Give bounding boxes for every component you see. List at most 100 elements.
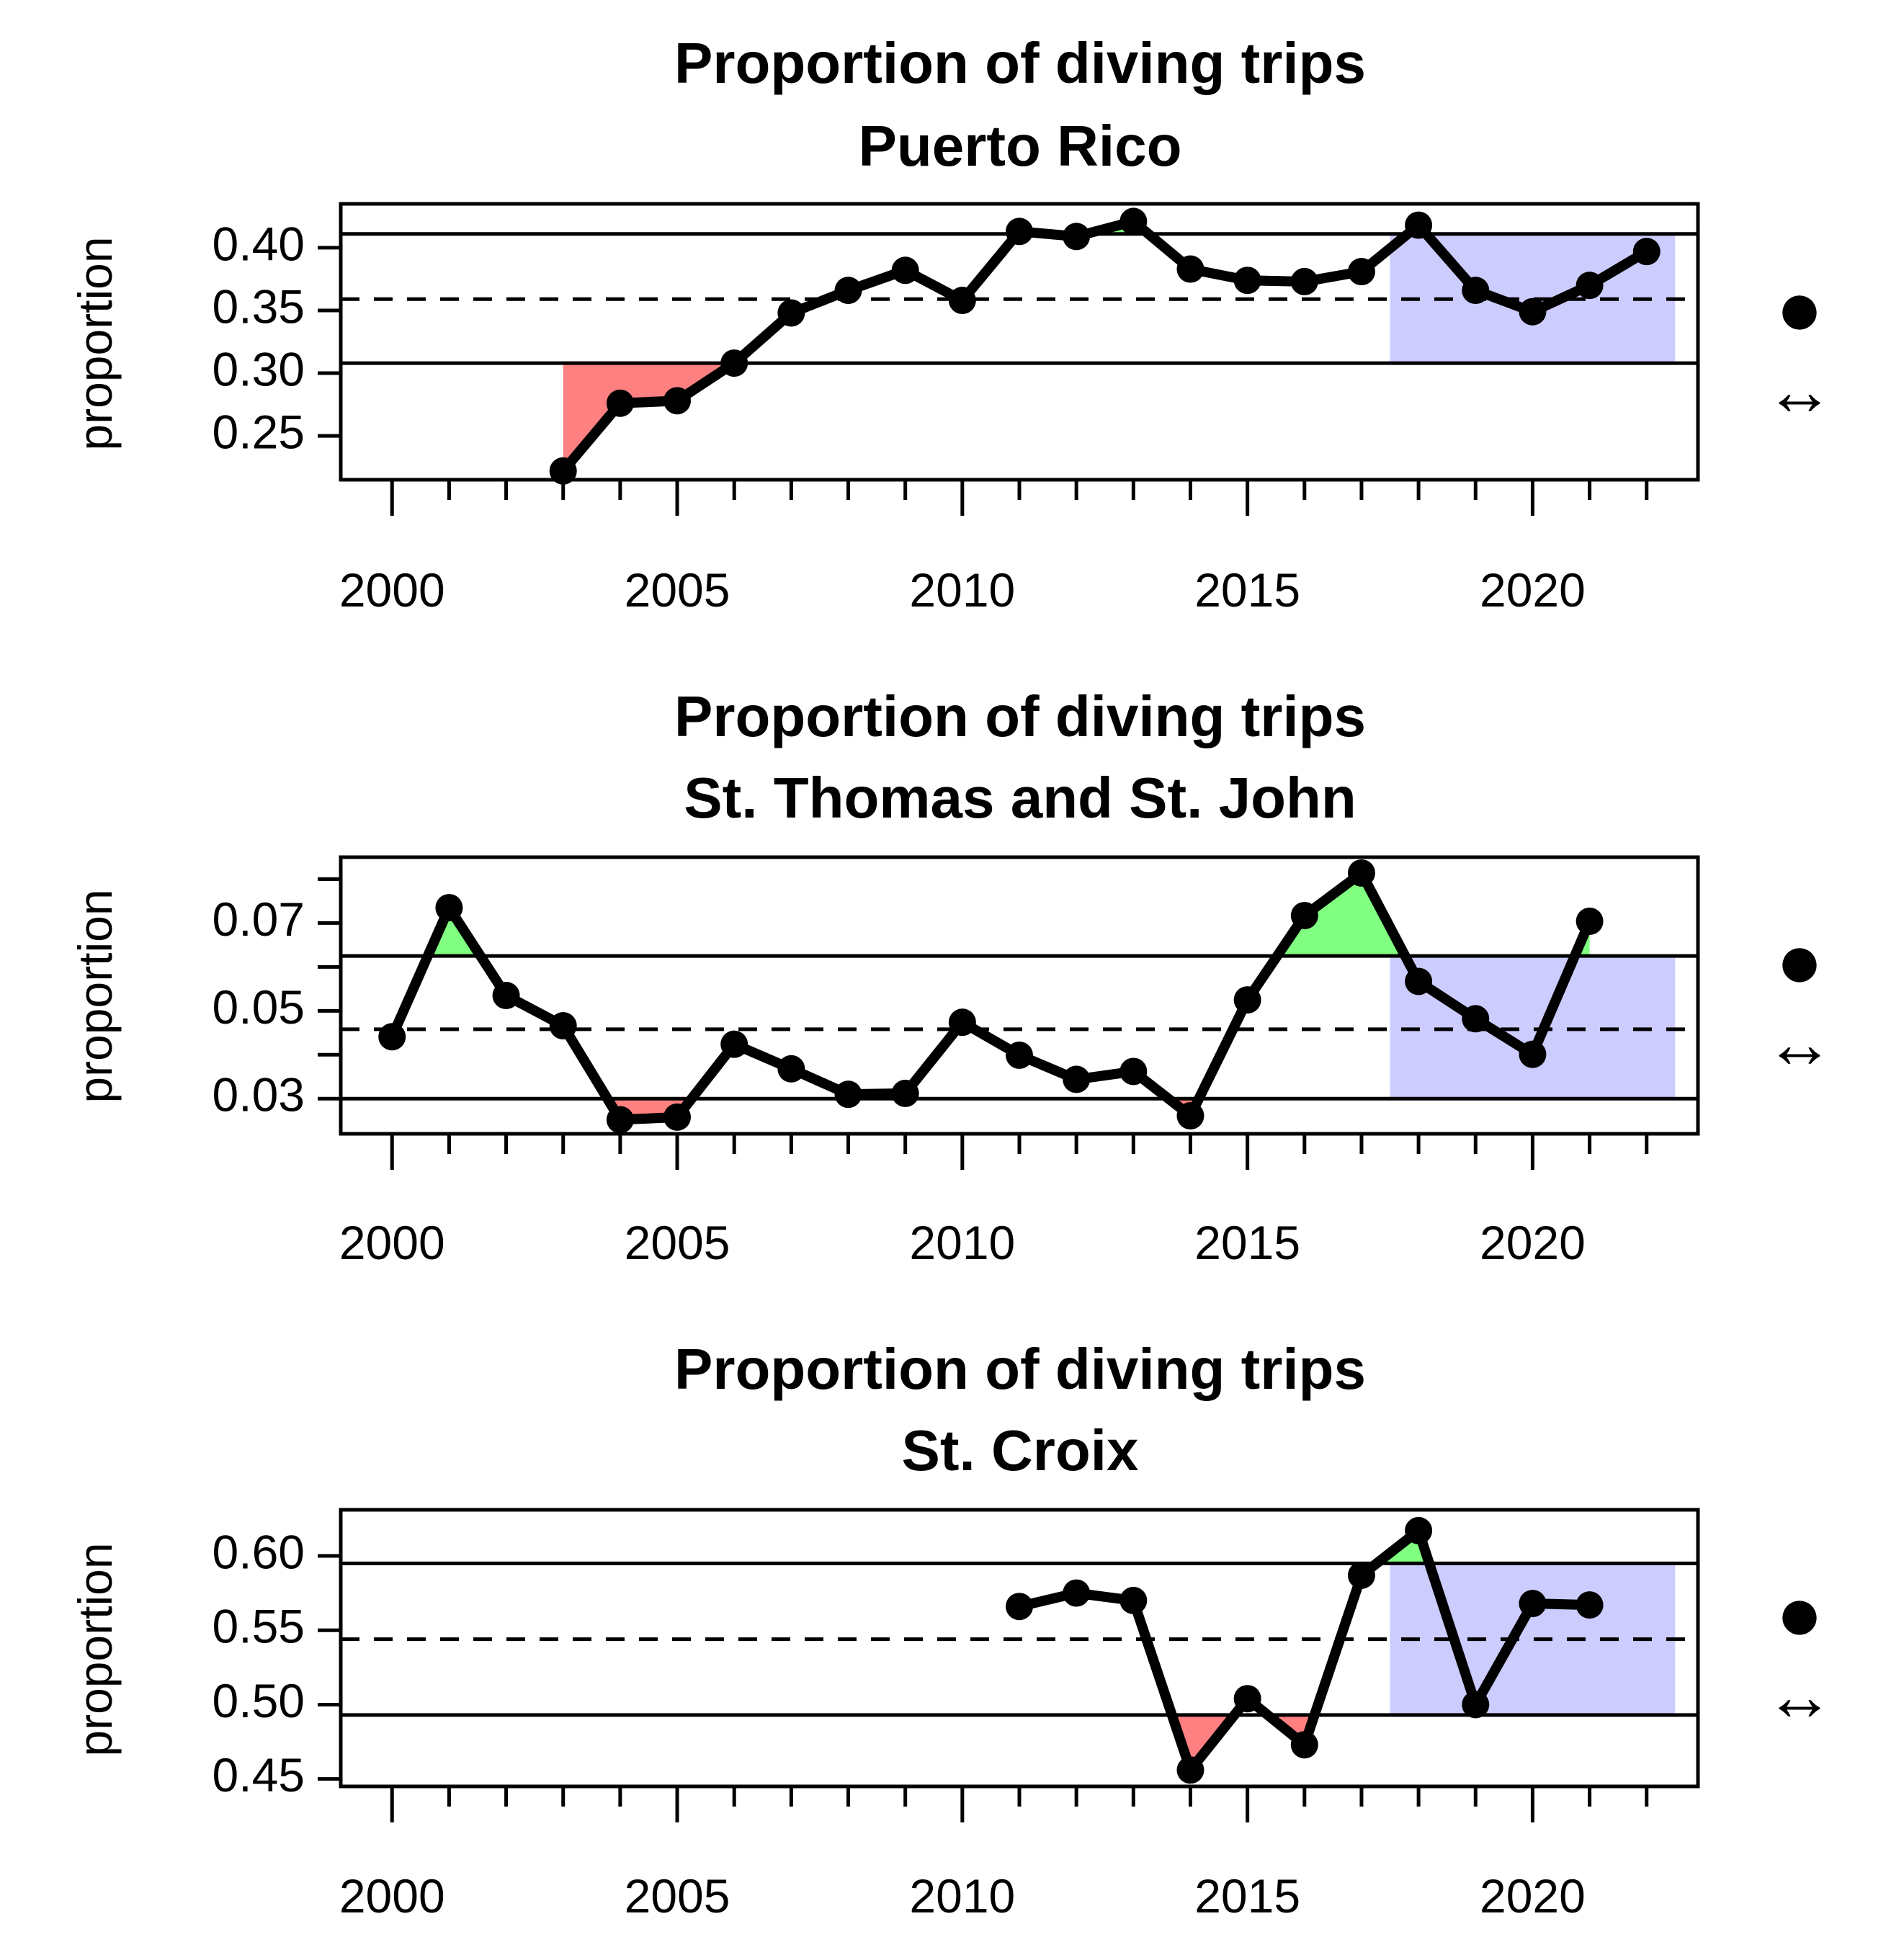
data-point xyxy=(1290,267,1318,295)
chart-title: Proportion of diving trips xyxy=(674,31,1366,95)
data-point xyxy=(891,1079,919,1107)
x-tick-label: 2000 xyxy=(339,563,445,617)
data-point xyxy=(1405,967,1433,995)
x-tick-label: 2005 xyxy=(625,1869,730,1923)
slope-trend-symbol: ↔ xyxy=(1765,1005,1834,1082)
chart-subtitle: St. Croix xyxy=(902,1418,1139,1482)
data-point xyxy=(777,1055,805,1083)
data-point xyxy=(1290,902,1318,930)
data-point xyxy=(834,1080,862,1109)
y-tick-label: 0.40 xyxy=(213,217,305,270)
data-point xyxy=(1119,1057,1148,1086)
x-tick-label: 2010 xyxy=(909,1869,1015,1923)
x-tick-label: 2020 xyxy=(1480,1216,1586,1269)
x-tick-label: 2010 xyxy=(909,563,1015,617)
data-point xyxy=(1119,1586,1148,1614)
y-axis-label: proportion xyxy=(68,889,122,1103)
x-tick-label: 2005 xyxy=(625,563,730,617)
mean-trend-symbol: ● xyxy=(1776,1569,1823,1657)
panel-st-croix: Proportion of diving trips St. Croix 0.4… xyxy=(68,1337,1834,1923)
y-tick-label: 0.30 xyxy=(213,342,305,395)
plot-area: 0.25 0.30 0.35 0.40 2000 2005 2010 2015 2020 xyxy=(213,202,1700,617)
data-point xyxy=(1462,1691,1490,1719)
data-point xyxy=(1063,1579,1091,1607)
data-point xyxy=(1519,1040,1547,1068)
data-point xyxy=(663,1103,692,1131)
data-point xyxy=(1576,272,1604,300)
data-point xyxy=(720,1030,748,1058)
slope-trend-symbol: ↔ xyxy=(1765,352,1834,429)
y-tick-label: 0.50 xyxy=(213,1674,305,1727)
data-point xyxy=(1462,277,1490,305)
x-tick-label: 2015 xyxy=(1194,563,1300,617)
chart-subtitle: St. Thomas and St. John xyxy=(684,766,1356,830)
data-point xyxy=(1063,223,1091,251)
data-point xyxy=(1519,297,1547,326)
data-point xyxy=(1006,1041,1033,1069)
y-tick-label: 0.60 xyxy=(213,1525,305,1578)
data-point xyxy=(606,1106,634,1134)
data-point xyxy=(1576,1591,1604,1619)
y-tick-label: 0.35 xyxy=(213,279,305,333)
y-tick-label: 0.03 xyxy=(213,1068,305,1122)
x-tick-label: 2015 xyxy=(1194,1216,1300,1269)
data-point xyxy=(492,982,520,1009)
y-tick-label: 0.55 xyxy=(213,1600,305,1653)
panel-st-thomas-st-john: Proportion of diving trips St. Thomas an… xyxy=(68,684,1834,1269)
mean-trend-symbol: ● xyxy=(1776,264,1823,352)
data-point xyxy=(549,1012,577,1040)
data-point xyxy=(606,389,634,417)
data-point xyxy=(1233,1685,1261,1713)
plot-area: 0.03 0.05 0.07 2000 2005 2010 2015 2020 xyxy=(213,855,1700,1269)
data-point xyxy=(834,277,862,305)
x-tick-label: 2000 xyxy=(339,1216,445,1269)
chart-title: Proportion of diving trips xyxy=(674,684,1366,748)
recent-period-shading xyxy=(1390,956,1676,1099)
data-point xyxy=(1176,1756,1204,1784)
data-point xyxy=(549,457,577,485)
data-point xyxy=(1290,1731,1318,1759)
data-point xyxy=(1519,1590,1547,1618)
x-tick-label: 2020 xyxy=(1480,1869,1586,1923)
above-threshold-fill xyxy=(1277,872,1405,957)
data-point xyxy=(720,349,748,377)
data-point xyxy=(1576,907,1604,935)
data-point xyxy=(435,894,463,922)
data-point xyxy=(1233,267,1261,295)
y-tick-label: 0.05 xyxy=(213,980,305,1034)
y-axis-label: proportion xyxy=(68,236,122,450)
data-point xyxy=(378,1023,406,1051)
data-point xyxy=(1347,859,1375,887)
data-point xyxy=(1347,1561,1375,1589)
slope-trend-symbol: ↔ xyxy=(1765,1657,1834,1735)
data-point xyxy=(777,299,805,327)
data-point xyxy=(1176,255,1204,283)
data-point xyxy=(1006,1593,1033,1621)
data-point xyxy=(1462,1005,1490,1033)
x-tick-label: 2015 xyxy=(1194,1869,1300,1923)
chart-subtitle: Puerto Rico xyxy=(859,114,1182,178)
data-point xyxy=(1632,238,1661,266)
data-point xyxy=(1006,218,1033,246)
data-point xyxy=(1347,258,1375,286)
series-line xyxy=(387,867,1595,1125)
data-point xyxy=(1405,1516,1433,1544)
data-point xyxy=(948,287,976,315)
data-point xyxy=(1405,211,1433,239)
data-point xyxy=(891,256,919,285)
data-point xyxy=(1063,1065,1091,1093)
y-tick-label: 0.25 xyxy=(213,406,305,459)
data-point xyxy=(663,387,692,415)
x-tick-label: 2000 xyxy=(339,1869,445,1923)
data-point xyxy=(1176,1102,1204,1130)
plot-area: 0.45 0.50 0.55 0.60 2000 2005 2010 2015 2020 xyxy=(213,1508,1700,1923)
y-tick-label: 0.45 xyxy=(213,1748,305,1802)
data-point xyxy=(1233,986,1261,1014)
x-tick-label: 2010 xyxy=(909,1216,1015,1269)
mean-trend-symbol: ● xyxy=(1776,916,1823,1005)
x-tick-label: 2020 xyxy=(1480,563,1586,617)
data-point xyxy=(948,1008,976,1037)
panel-puerto-rico: Proportion of diving trips Puerto Rico 0… xyxy=(68,31,1834,617)
chart-title: Proportion of diving trips xyxy=(674,1337,1366,1401)
